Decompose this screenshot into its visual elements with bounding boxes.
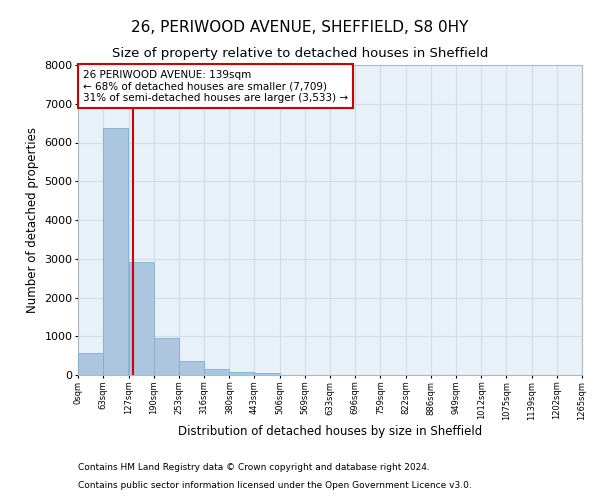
- Text: 26 PERIWOOD AVENUE: 139sqm
← 68% of detached houses are smaller (7,709)
31% of s: 26 PERIWOOD AVENUE: 139sqm ← 68% of deta…: [83, 70, 348, 103]
- Bar: [229, 372, 254, 375]
- Bar: [78, 352, 103, 375]
- Bar: [179, 362, 204, 375]
- Y-axis label: Number of detached properties: Number of detached properties: [26, 127, 39, 313]
- Bar: [154, 338, 179, 375]
- Bar: [254, 373, 280, 375]
- Bar: [128, 262, 154, 375]
- Text: Size of property relative to detached houses in Sheffield: Size of property relative to detached ho…: [112, 48, 488, 60]
- Text: Contains public sector information licensed under the Open Government Licence v3: Contains public sector information licen…: [78, 481, 472, 490]
- Bar: [103, 128, 128, 375]
- Text: Contains HM Land Registry data © Crown copyright and database right 2024.: Contains HM Land Registry data © Crown c…: [78, 464, 430, 472]
- Bar: [204, 369, 229, 375]
- X-axis label: Distribution of detached houses by size in Sheffield: Distribution of detached houses by size …: [178, 425, 482, 438]
- Text: 26, PERIWOOD AVENUE, SHEFFIELD, S8 0HY: 26, PERIWOOD AVENUE, SHEFFIELD, S8 0HY: [131, 20, 469, 35]
